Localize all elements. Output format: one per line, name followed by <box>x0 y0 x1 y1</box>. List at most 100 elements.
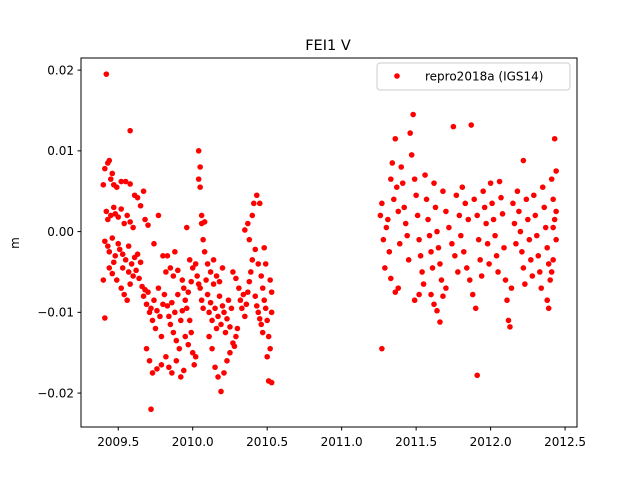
data-point <box>142 216 148 223</box>
data-point <box>215 374 221 380</box>
data-point <box>172 309 178 316</box>
data-point <box>164 303 171 309</box>
data-point <box>253 303 260 309</box>
data-point <box>481 204 488 211</box>
data-point <box>225 297 232 304</box>
data-point <box>548 269 555 275</box>
data-point <box>119 265 126 271</box>
data-point <box>195 176 202 182</box>
data-point <box>414 212 421 219</box>
data-point <box>149 370 156 376</box>
data-point <box>416 236 422 243</box>
data-point <box>206 333 212 340</box>
data-point <box>145 222 151 228</box>
data-point <box>198 212 205 219</box>
data-point <box>154 307 160 314</box>
data-point <box>222 329 229 336</box>
data-point <box>201 248 208 255</box>
x-tick-label: 2012.5 <box>544 435 586 449</box>
data-point <box>177 317 184 324</box>
data-point <box>544 297 551 304</box>
data-point <box>511 220 518 227</box>
data-point <box>143 345 150 352</box>
data-point <box>175 291 181 298</box>
data-point <box>122 178 129 185</box>
data-point <box>160 301 166 308</box>
data-point <box>180 367 187 374</box>
data-point <box>264 353 270 360</box>
data-point <box>268 289 275 295</box>
data-point <box>525 216 531 223</box>
data-point <box>508 285 515 291</box>
data-point <box>426 232 433 239</box>
data-point <box>435 244 442 251</box>
data-point <box>137 259 144 266</box>
data-point <box>392 289 399 295</box>
data-point <box>149 317 156 324</box>
data-point <box>221 370 227 376</box>
data-point <box>478 273 485 279</box>
data-point <box>118 285 125 291</box>
y-tick-label: −0.02 <box>37 386 74 400</box>
data-point <box>151 297 157 304</box>
data-point <box>145 289 151 295</box>
data-point <box>127 181 133 187</box>
data-point <box>553 168 559 174</box>
data-point <box>434 307 440 314</box>
x-tick-label: 2011.5 <box>395 435 437 449</box>
data-point <box>252 293 259 299</box>
data-point <box>519 248 525 255</box>
data-point <box>130 273 136 279</box>
data-point <box>504 297 510 304</box>
data-point <box>460 248 467 255</box>
data-point <box>204 291 211 298</box>
data-point <box>106 157 113 164</box>
data-point <box>449 240 455 247</box>
data-point <box>422 172 428 178</box>
data-point <box>124 297 130 304</box>
data-point <box>183 224 190 231</box>
data-point <box>408 152 415 158</box>
data-point <box>265 333 272 340</box>
data-point <box>487 180 494 186</box>
data-point <box>539 184 546 190</box>
data-point <box>431 180 437 186</box>
data-point <box>210 281 217 287</box>
data-point <box>456 212 463 219</box>
data-point <box>122 257 129 263</box>
data-point <box>250 200 257 207</box>
data-point <box>547 277 553 283</box>
data-point <box>267 345 273 352</box>
data-point <box>245 289 251 295</box>
data-point <box>209 317 215 324</box>
data-point <box>395 208 402 215</box>
data-point <box>113 184 120 190</box>
data-point <box>550 224 556 231</box>
data-point <box>185 341 192 348</box>
data-point <box>105 216 111 223</box>
data-point <box>127 219 133 225</box>
data-point <box>152 325 159 332</box>
data-point <box>158 333 165 340</box>
data-point <box>413 192 419 199</box>
data-point <box>109 235 116 241</box>
data-point <box>186 257 193 263</box>
data-point <box>517 228 524 235</box>
data-point <box>484 240 491 247</box>
data-point <box>236 285 242 291</box>
data-point <box>392 135 399 142</box>
data-point <box>553 236 559 243</box>
data-point <box>535 253 542 259</box>
data-point <box>118 178 125 185</box>
y-tick-label: 0.00 <box>47 225 74 239</box>
data-point <box>268 379 275 386</box>
data-point <box>189 349 196 356</box>
data-point <box>405 257 412 263</box>
data-point <box>463 265 470 271</box>
x-tick-label: 2010.5 <box>246 435 288 449</box>
data-point <box>107 176 114 182</box>
data-point <box>185 289 192 295</box>
data-point <box>133 267 139 274</box>
data-point <box>377 212 384 219</box>
data-point <box>103 71 110 77</box>
